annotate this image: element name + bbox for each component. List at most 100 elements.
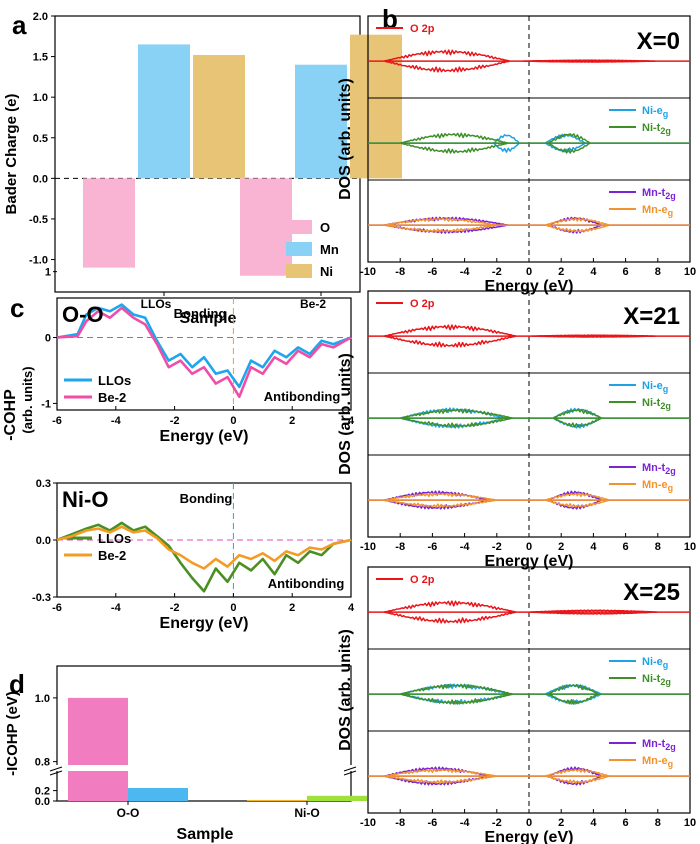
legend-label-mn-eg-main: Mn-e	[642, 755, 668, 767]
legend-label-o-2p: O 2p	[410, 574, 435, 586]
cohp-xtick-label: 0	[230, 602, 236, 614]
dos-xtick-label: -10	[360, 266, 376, 278]
legend-label-be-2: Be-2	[98, 390, 126, 405]
icohp-ytick-label: 1.0	[35, 693, 50, 705]
cohp-ylabel-units: (arb. units)	[20, 366, 35, 433]
icohp-bar-llos-ni-o	[247, 799, 307, 801]
legend-label-ni-t2g-main: Ni-t	[642, 122, 661, 134]
legend-label-ni-eg-subscript: g	[663, 660, 669, 670]
legend-label-mn-t2g-main: Mn-t	[642, 187, 666, 199]
icohp-ylabel: -ICOHP (eV)	[4, 691, 21, 776]
legend-label-ni-t2g-subscript: 2g	[660, 401, 671, 411]
legend-label-mn-t2g-main: Mn-t	[642, 462, 666, 474]
dos-xtick-label: -10	[360, 541, 376, 553]
dos-xtick-label: -2	[492, 266, 502, 278]
cohp-xtick-label: 2	[289, 415, 295, 427]
dos-curve-o-2p	[368, 600, 690, 624]
dos-xtick-label: 6	[623, 817, 629, 829]
icohp-category-label: Ni-O	[294, 806, 319, 820]
dos-xtick-label: 4	[590, 541, 597, 553]
dos-curve-mn-eg	[368, 217, 690, 233]
panel-a-ytick-label: -0.5	[29, 214, 48, 226]
legend-label-ni-eg-main: Ni-e	[642, 656, 663, 668]
dos-xlabel: Energy (eV)	[485, 829, 574, 844]
legend-label-mn-eg-subscript: g	[668, 759, 674, 769]
dos-xtick-label: 10	[684, 266, 696, 278]
legend-label-ni-t2g-main: Ni-t	[642, 673, 661, 685]
dos-xtick-label: -8	[395, 817, 405, 829]
cohp-ytick-label: 0.3	[36, 478, 51, 490]
bar-o-llos	[83, 178, 135, 268]
dos-xtick-label: 8	[655, 541, 661, 553]
legend-label-mn-eg-subscript: g	[668, 483, 674, 493]
axis-break-gap	[51, 765, 357, 771]
bar-ni-be-2	[350, 34, 402, 179]
icohp-xlabel: Sample	[177, 826, 234, 843]
legend-label-mn-eg-subscript: g	[668, 208, 674, 218]
legend-label-ni-eg: Ni-eg	[642, 105, 668, 119]
dos-xtick-label: -2	[492, 817, 502, 829]
legend-label-mn-t2g-main: Mn-t	[642, 738, 666, 750]
dos-xtick-label: 2	[558, 266, 564, 278]
cohp-ytick-label: 0.0	[36, 535, 51, 547]
dos-ylabel: DOS (arb. units)	[337, 629, 354, 751]
axis-break-mark-left	[49, 770, 63, 776]
cohp-xtick-label: 4	[348, 415, 355, 427]
cohp-xtick-label: 2	[289, 602, 295, 614]
legend-label-ni-t2g-subscript: 2g	[660, 126, 671, 136]
dos-xtick-label: 0	[526, 817, 532, 829]
icohp-bar-be-2-o-o	[128, 788, 188, 801]
panel-a-ytick-label: 0.0	[33, 173, 48, 185]
icohp-bar-llos-o-o	[68, 697, 128, 801]
cohp-curve-llos	[56, 521, 352, 593]
dos-xtick-label: -4	[460, 541, 471, 553]
cohp-xlabel: Energy (eV)	[160, 428, 249, 445]
dos-curve-mn-eg	[368, 492, 690, 508]
cohp-curve-be-2	[56, 525, 352, 570]
legend-label-ni-eg-main: Ni-e	[642, 380, 663, 392]
cohp-xtick-label: -4	[111, 415, 122, 427]
legend-label-llos: LLOs	[98, 531, 131, 546]
legend-label-mn-t2g-subscript: 2g	[665, 742, 676, 752]
cohp-xtick-label: -6	[52, 602, 62, 614]
annotation-bonding: Bonding	[180, 491, 233, 506]
dos-curve-o-2p	[368, 324, 690, 348]
legend-label-mn-eg: Mn-eg	[642, 755, 673, 769]
bar-ni-llos	[193, 54, 245, 179]
cohp-xtick-label: -4	[111, 602, 122, 614]
cohp-ylabel: -COHP	[2, 389, 19, 441]
legend-label-o-2p: O 2p	[410, 23, 435, 35]
cohp-xtick-label: -2	[170, 602, 180, 614]
legend-label-mn-t2g: Mn-t2g	[642, 738, 676, 752]
legend-label-mn-t2g-subscript: 2g	[665, 466, 676, 476]
dos-ylabel: DOS (arb. units)	[337, 78, 354, 200]
icohp-category-label: O-O	[117, 806, 140, 820]
legend-label-mn-eg: Mn-eg	[642, 204, 673, 218]
legend-label-mn-eg: Mn-eg	[642, 479, 673, 493]
panel-b-label: b	[382, 4, 398, 34]
legend-label-ni-eg: Ni-eg	[642, 656, 668, 670]
bar-o-be-2	[240, 178, 292, 276]
dos-xtick-label: 2	[558, 817, 564, 829]
cohp-ytick-label: 1	[45, 267, 51, 279]
panel-d-label: d	[9, 669, 25, 699]
cohp-xtick-label: 4	[348, 602, 355, 614]
panel-a-category-label: Be-2	[300, 297, 326, 311]
panel-d-frame	[56, 665, 352, 802]
dos-xtick-label: 6	[623, 266, 629, 278]
legend-label-mn-eg-main: Mn-e	[642, 204, 668, 216]
dos-xtick-label: -6	[428, 266, 438, 278]
panel-a-ytick-label: 1.5	[33, 52, 48, 64]
dos-xtick-label: 8	[655, 817, 661, 829]
dos-curve-ni-eg	[368, 133, 690, 153]
panel-c-label: c	[10, 293, 24, 323]
annotation-antibonding: Antibonding	[264, 389, 341, 404]
legend-label-ni: Ni	[320, 264, 333, 279]
icohp-ytick-label: 0.2	[35, 786, 50, 798]
dos-curve-ni-t2g	[368, 132, 690, 154]
dos-xtick-label: 10	[684, 541, 696, 553]
legend-label-mn-t2g: Mn-t2g	[642, 187, 676, 201]
annotation-antibonding: Antibonding	[268, 576, 345, 591]
cohp-ytick-label: -0.3	[32, 592, 51, 604]
